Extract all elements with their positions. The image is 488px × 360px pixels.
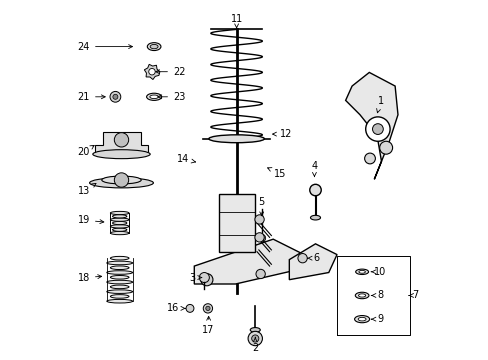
Circle shape	[365, 117, 389, 141]
Circle shape	[201, 274, 212, 286]
Ellipse shape	[146, 93, 162, 100]
Ellipse shape	[110, 225, 129, 228]
Text: 15: 15	[267, 168, 286, 179]
Text: 22: 22	[155, 67, 185, 77]
Text: 6: 6	[307, 253, 319, 263]
Ellipse shape	[358, 270, 365, 273]
Ellipse shape	[354, 316, 369, 323]
Ellipse shape	[110, 211, 129, 215]
Ellipse shape	[147, 42, 161, 50]
Ellipse shape	[110, 275, 129, 279]
Ellipse shape	[110, 231, 129, 235]
Ellipse shape	[106, 271, 132, 274]
Circle shape	[110, 91, 121, 102]
Ellipse shape	[150, 44, 158, 49]
Text: 18: 18	[78, 273, 102, 283]
Circle shape	[113, 94, 118, 99]
Text: 3: 3	[189, 273, 201, 283]
Ellipse shape	[250, 328, 260, 332]
Circle shape	[114, 133, 128, 147]
Ellipse shape	[112, 228, 126, 231]
Text: 16: 16	[167, 303, 185, 314]
Circle shape	[364, 153, 375, 164]
Circle shape	[205, 306, 210, 311]
Ellipse shape	[110, 294, 129, 298]
Ellipse shape	[110, 285, 129, 289]
Text: 10: 10	[370, 267, 386, 277]
Circle shape	[372, 124, 383, 134]
Polygon shape	[194, 239, 301, 284]
Text: 23: 23	[158, 92, 185, 102]
Ellipse shape	[106, 280, 132, 284]
Ellipse shape	[93, 150, 150, 159]
Ellipse shape	[149, 95, 158, 99]
Circle shape	[199, 273, 209, 283]
Text: 14: 14	[177, 154, 195, 164]
Ellipse shape	[358, 294, 365, 297]
Ellipse shape	[106, 300, 132, 303]
Ellipse shape	[106, 290, 132, 293]
Circle shape	[251, 335, 258, 342]
Ellipse shape	[112, 221, 126, 225]
Circle shape	[257, 234, 265, 242]
Polygon shape	[94, 132, 148, 154]
Ellipse shape	[110, 218, 129, 221]
Text: 12: 12	[272, 129, 291, 139]
Text: 1: 1	[376, 96, 383, 113]
Ellipse shape	[112, 215, 126, 218]
Circle shape	[148, 68, 155, 75]
Text: 8: 8	[371, 291, 382, 301]
Polygon shape	[289, 244, 336, 280]
Polygon shape	[218, 194, 255, 252]
Polygon shape	[144, 64, 160, 80]
Circle shape	[247, 331, 262, 346]
Text: 9: 9	[371, 314, 382, 324]
Circle shape	[379, 141, 392, 154]
Text: 19: 19	[78, 215, 103, 225]
Polygon shape	[345, 72, 397, 179]
Ellipse shape	[355, 292, 368, 299]
Ellipse shape	[110, 266, 129, 270]
Text: 7: 7	[408, 291, 417, 301]
Circle shape	[114, 173, 128, 187]
Text: 24: 24	[78, 42, 132, 51]
Ellipse shape	[110, 256, 129, 260]
Circle shape	[254, 233, 264, 242]
Text: 17: 17	[202, 316, 214, 335]
Text: 11: 11	[230, 14, 242, 28]
Ellipse shape	[106, 261, 132, 265]
Text: 2: 2	[252, 337, 258, 353]
Ellipse shape	[208, 135, 264, 143]
Circle shape	[254, 215, 264, 224]
Circle shape	[185, 305, 194, 312]
Ellipse shape	[357, 318, 366, 321]
Text: 4: 4	[311, 161, 317, 176]
Ellipse shape	[355, 269, 368, 274]
Circle shape	[203, 304, 212, 313]
Ellipse shape	[310, 215, 320, 220]
Ellipse shape	[102, 176, 141, 184]
Text: 5: 5	[258, 197, 264, 216]
Text: 13: 13	[78, 183, 96, 197]
Circle shape	[297, 253, 306, 263]
Ellipse shape	[89, 178, 153, 188]
Ellipse shape	[309, 184, 321, 196]
Text: 20: 20	[78, 145, 94, 157]
Circle shape	[255, 269, 265, 279]
Text: 21: 21	[78, 92, 105, 102]
